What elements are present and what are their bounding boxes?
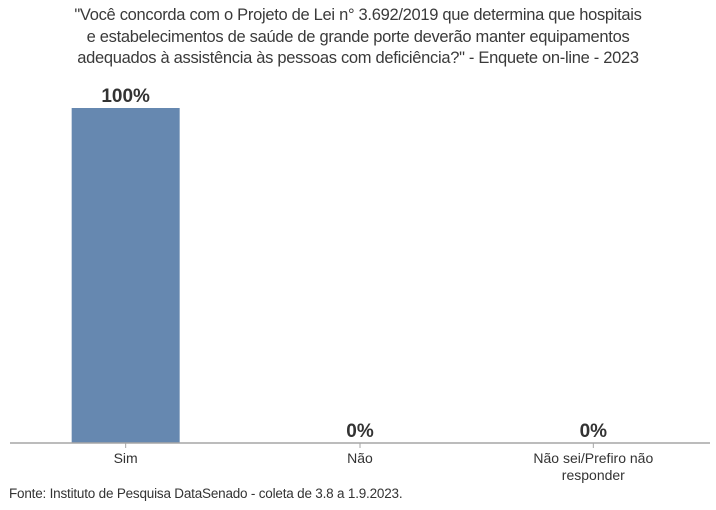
title-line: "Você concorda com o Projeto de Lei n° 3… <box>74 6 642 24</box>
x-tick-label: Não <box>347 450 373 466</box>
chart-title: "Você concorda com o Projeto de Lei n° 3… <box>0 5 716 70</box>
data-label: 0% <box>346 421 374 442</box>
title-line: adequados à assistência às pessoas com d… <box>77 49 639 67</box>
data-label: 100% <box>101 86 150 107</box>
source-note: Fonte: Instituto de Pesquisa DataSenado … <box>9 486 403 501</box>
x-tick-label: Não sei/Prefiro não <box>533 450 653 466</box>
title-line: e estabelecimentos de saúde de grande po… <box>86 27 630 46</box>
x-tick-label: responder <box>562 467 625 483</box>
x-tick-label: Sim <box>114 450 138 466</box>
data-label: 0% <box>580 421 608 442</box>
bar-1 <box>71 108 180 443</box>
